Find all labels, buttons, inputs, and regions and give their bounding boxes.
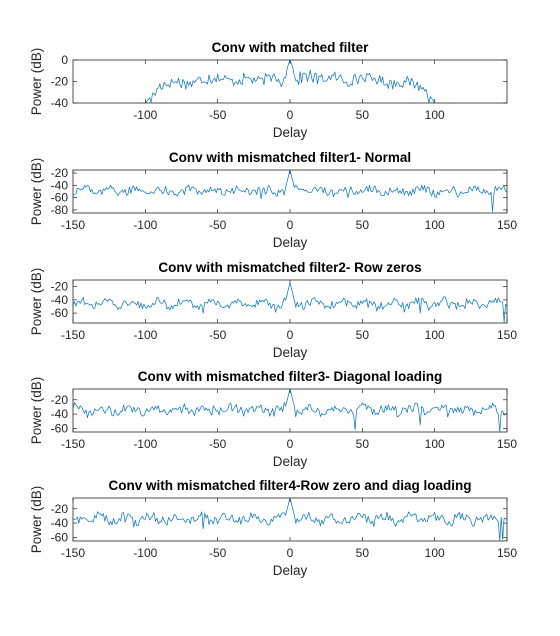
subplot-2: Conv with mismatched filter1- Normal -150… (29, 150, 517, 250)
y-axis-label: Power (dB) (29, 268, 44, 336)
x-tick-label: -100 (133, 108, 157, 122)
y-tick-label: -80 (51, 203, 69, 217)
x-tick-label: 0 (287, 108, 294, 122)
y-axis-label: Power (dB) (29, 486, 44, 554)
x-tick-label: 0 (287, 328, 294, 342)
x-tick-label: -50 (209, 108, 227, 122)
y-tick-label: -20 (51, 166, 69, 180)
subplot-1: Conv with matched filter -100 -50 0 50 100 0 -2… (29, 40, 508, 140)
x-tick-label: 100 (425, 218, 445, 232)
y-tick-label: -40 (51, 293, 69, 307)
x-tick-label: 150 (497, 328, 517, 342)
x-axis-label: Delay (273, 125, 308, 140)
x-tick-label: -50 (209, 328, 227, 342)
x-tick-label: -150 (61, 437, 85, 451)
x-tick-label: -150 (61, 328, 85, 342)
y-tick-label: -20 (51, 280, 69, 294)
chart-title: Conv with mismatched filter2- Row zeros (158, 260, 421, 275)
subplot-3: Conv with mismatched filter2- Row zeros -… (29, 260, 517, 360)
chart-title: Conv with mismatched filter1- Normal (169, 150, 411, 165)
x-axis-label: Delay (273, 345, 308, 360)
x-tick-label: 0 (287, 437, 294, 451)
x-tick-label: 50 (356, 328, 370, 342)
x-tick-label: -100 (133, 328, 157, 342)
x-tick-label: 0 (287, 546, 294, 560)
y-tick-label: -40 (51, 407, 69, 421)
y-axis-label: Power (dB) (29, 158, 44, 226)
x-tick-label: -50 (209, 437, 227, 451)
y-tick-label: -20 (51, 75, 69, 89)
x-tick-label: 150 (497, 437, 517, 451)
axes-box (72, 279, 508, 324)
chart-title: Conv with mismatched filter4-Row zero an… (108, 478, 471, 493)
x-tick-label: -100 (133, 218, 157, 232)
subplot-4: Conv with mismatched filter3- Diagonal l… (29, 369, 517, 469)
x-tick-label: -50 (209, 218, 227, 232)
y-tick-label: -60 (51, 191, 69, 205)
y-tick-label: 0 (61, 53, 68, 67)
y-axis-label: Power (dB) (29, 48, 44, 116)
y-tick-label: -20 (51, 502, 69, 516)
y-tick-label: -60 (51, 306, 69, 320)
x-tick-label: -50 (209, 546, 227, 560)
x-tick-label: 0 (287, 218, 294, 232)
y-tick-label: -40 (51, 516, 69, 530)
x-tick-label: 150 (497, 218, 517, 232)
x-tick-label: 50 (356, 218, 370, 232)
x-tick-label: -150 (61, 218, 85, 232)
x-tick-label: 100 (425, 546, 445, 560)
x-tick-label: 150 (497, 546, 517, 560)
chart-title: Conv with mismatched filter3- Diagonal l… (138, 369, 443, 384)
x-tick-label: 100 (425, 108, 445, 122)
y-tick-label: -20 (51, 393, 69, 407)
axes-box (72, 497, 508, 542)
axes-box (72, 388, 508, 433)
y-tick-label: -60 (51, 421, 69, 435)
x-axis-label: Delay (273, 454, 308, 469)
x-tick-label: 50 (356, 546, 370, 560)
x-tick-label: 100 (425, 437, 445, 451)
x-tick-label: 50 (356, 437, 370, 451)
x-tick-label: -100 (133, 546, 157, 560)
x-axis-label: Delay (273, 563, 308, 578)
x-axis-label: Delay (273, 235, 308, 250)
y-tick-label: -40 (51, 178, 69, 192)
x-tick-label: 50 (356, 108, 370, 122)
x-tick-label: -150 (61, 546, 85, 560)
axes-box (72, 59, 508, 104)
chart-title: Conv with matched filter (212, 40, 370, 55)
x-tick-label: -100 (133, 437, 157, 451)
subplot-5: Conv with mismatched filter4-Row zero an… (29, 478, 517, 578)
y-axis-label: Power (dB) (29, 377, 44, 445)
y-tick-label: -40 (51, 96, 69, 110)
axes-box (72, 169, 508, 214)
x-tick-label: 100 (425, 328, 445, 342)
y-tick-label: -60 (51, 530, 69, 544)
